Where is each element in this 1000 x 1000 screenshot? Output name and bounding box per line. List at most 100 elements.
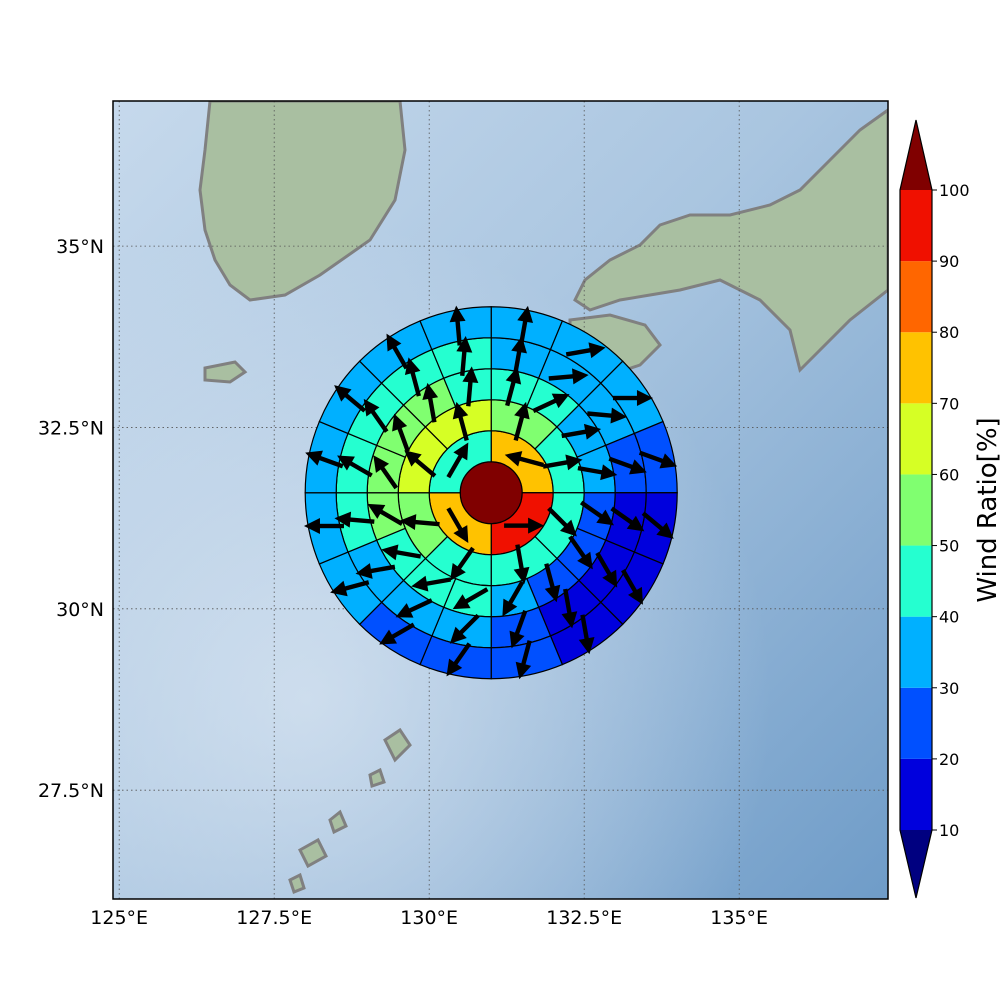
ryukyu-islands bbox=[288, 727, 412, 894]
lon-tick-label: 130°E bbox=[400, 907, 458, 929]
wind-arrow bbox=[334, 385, 367, 413]
wind-arrow bbox=[532, 393, 570, 413]
wind-arrow bbox=[395, 598, 433, 618]
wind-arrow bbox=[446, 642, 472, 677]
wind-arrow bbox=[515, 640, 532, 680]
lat-tick-label: 35°N bbox=[56, 236, 104, 258]
wind-arrow bbox=[509, 610, 528, 649]
map-plot-area bbox=[113, 101, 888, 899]
lon-tick-label: 135°E bbox=[710, 907, 768, 929]
wind-arrow bbox=[337, 455, 373, 478]
wind-arrow bbox=[547, 506, 577, 537]
lon-tick-label: 125°E bbox=[90, 907, 148, 929]
wind-arrow bbox=[612, 390, 653, 407]
colorbar-segment bbox=[900, 261, 932, 333]
wind-arrow bbox=[577, 464, 618, 481]
wind-arrow bbox=[565, 342, 606, 359]
wind-arrow bbox=[568, 535, 593, 570]
wind-arrow bbox=[363, 398, 389, 433]
colorbar-tick-label: 60 bbox=[939, 465, 959, 484]
wind-arrow bbox=[456, 336, 473, 377]
wind-arrow bbox=[542, 454, 583, 471]
wind-arrow bbox=[303, 518, 344, 535]
wind-ratio-sector bbox=[419, 306, 492, 351]
colorbar-tick-label: 10 bbox=[939, 821, 959, 840]
wind-ratio-sectors bbox=[304, 306, 678, 680]
wind-arrow bbox=[578, 614, 595, 655]
longitude-tick-labels: 125°E 127.5°E 130°E 132.5°E 135°E bbox=[90, 907, 768, 929]
wind-arrow bbox=[305, 450, 344, 469]
wind-arrow bbox=[386, 333, 409, 370]
lat-tick-label: 32.5°N bbox=[38, 417, 104, 439]
latitude-tick-labels: 35°N 32.5°N 30°N 27.5°N bbox=[38, 236, 104, 802]
wind-arrows bbox=[303, 305, 678, 680]
wind-arrow bbox=[621, 569, 643, 605]
wind-arrow bbox=[404, 450, 437, 478]
wind-arrow bbox=[608, 456, 647, 475]
wind-arrow bbox=[379, 622, 415, 645]
wind-arrow bbox=[579, 500, 614, 526]
colorbar-segment bbox=[900, 332, 932, 404]
lat-tick-label: 27.5°N bbox=[38, 780, 104, 802]
wind-arrow bbox=[504, 451, 544, 468]
colorbar-under-triangle bbox=[900, 830, 932, 898]
colorbar-tick-label: 90 bbox=[939, 252, 959, 271]
wind-arrow bbox=[381, 544, 422, 561]
colorbar-tick-label: 70 bbox=[939, 394, 959, 413]
colorbar-segment bbox=[900, 758, 932, 830]
wind-arrow bbox=[587, 407, 628, 424]
wind-arrow bbox=[641, 511, 674, 539]
wind-arrow bbox=[367, 503, 404, 526]
wind-arrow bbox=[446, 507, 469, 543]
wind-arrow bbox=[450, 546, 475, 581]
colorbar-label: Wind Ratio[%] bbox=[973, 417, 1000, 602]
colorbar-over-triangle bbox=[900, 120, 932, 190]
colorbar-segment bbox=[900, 616, 932, 688]
wind-arrow bbox=[504, 517, 545, 534]
lon-tick-label: 127.5°E bbox=[236, 907, 312, 929]
korea-landmass bbox=[198, 101, 407, 302]
jeju-island bbox=[203, 360, 248, 384]
lon-tick-label: 132.5°E bbox=[546, 907, 622, 929]
wind-arrow bbox=[330, 580, 370, 597]
wind-arrow bbox=[544, 563, 561, 603]
colorbar-segment bbox=[900, 545, 932, 617]
wind-arrow bbox=[502, 580, 525, 617]
wind-arrow bbox=[452, 587, 489, 610]
colorbar-segment bbox=[900, 403, 932, 475]
map-frame bbox=[112, 100, 889, 900]
colorbar: 10 20 30 40 50 60 70 80 90 100 Wind Ratio[%] bbox=[899, 119, 1000, 899]
wind-arrow bbox=[334, 511, 375, 528]
wind-arrow bbox=[355, 563, 396, 579]
wind-arrow bbox=[561, 423, 602, 440]
wind-arrow bbox=[449, 305, 466, 346]
wind-arrow bbox=[595, 551, 618, 588]
colorbar-tick-label: 40 bbox=[939, 608, 959, 627]
wind-arrow bbox=[561, 588, 578, 629]
wind-arrow bbox=[404, 357, 421, 397]
wind-arrow bbox=[452, 401, 469, 442]
wind-arrow bbox=[610, 506, 645, 532]
colorbar-tick-label: 50 bbox=[939, 537, 959, 556]
wind-arrow bbox=[446, 442, 469, 479]
wind-arrow bbox=[422, 382, 439, 423]
colorbar-segment bbox=[900, 474, 932, 546]
lat-tick-label: 30°N bbox=[56, 599, 104, 621]
wind-arrow bbox=[373, 455, 399, 490]
colorbar-segment bbox=[900, 190, 932, 262]
wind-arrow bbox=[513, 544, 530, 585]
wind-arrow bbox=[392, 413, 410, 453]
wind-arrow bbox=[548, 368, 589, 385]
colorbar-tick-label: 100 bbox=[939, 181, 970, 200]
honshu-landmass bbox=[573, 108, 888, 373]
colorbar-tick-label: 30 bbox=[939, 679, 959, 698]
wind-arrow bbox=[513, 401, 530, 442]
wind-arrow bbox=[399, 514, 440, 531]
wind-arrow bbox=[411, 575, 451, 592]
colorbar-segment bbox=[900, 687, 932, 759]
colorbar-tick-label: 20 bbox=[939, 750, 959, 769]
wind-arrow bbox=[462, 366, 479, 407]
wind-arrow bbox=[517, 305, 534, 346]
colorbar-tick-label: 80 bbox=[939, 323, 959, 342]
